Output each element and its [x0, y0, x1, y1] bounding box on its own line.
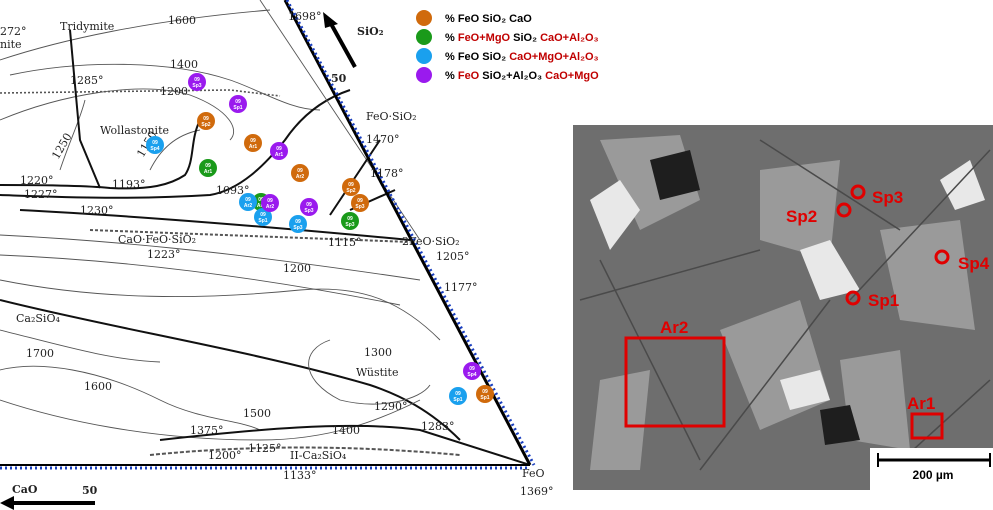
diagram-label: Wüstite — [356, 366, 398, 379]
diagram-label: 1600 — [168, 14, 196, 27]
micrograph-label: Sp4 — [958, 254, 990, 273]
diagram-label: 50 — [82, 484, 98, 497]
diagram-label: 2FeO·SiO₂ — [402, 235, 460, 248]
diagram-label: 1200 — [283, 262, 311, 275]
point-label: Ar2 — [296, 174, 305, 180]
diagram-label: 1115° — [328, 236, 362, 249]
point-label: Ar1 — [249, 144, 258, 150]
point-label: Sp1 — [233, 105, 242, 111]
diagram-label: 1205° — [436, 250, 470, 263]
micrograph-label: Ar1 — [907, 394, 935, 413]
diagram-label: 1400 — [170, 58, 198, 71]
diagram-label: 1178° — [370, 167, 404, 180]
point-label: Sp3 — [345, 222, 354, 228]
legend-part: CaO+Al₂O₃ — [540, 32, 599, 44]
point-label: Sp4 — [150, 146, 159, 152]
diagram-label: CaO·FeO·SiO₂ — [118, 233, 196, 246]
diagram-label: 1500 — [243, 407, 271, 420]
diagram-label: CaO — [12, 483, 38, 496]
diagram-label: 1230° — [80, 204, 114, 217]
diagram-label: 1698° — [288, 10, 322, 23]
diagram-labels: 160014001200Tridymite272°nite1285°Wollas… — [0, 10, 554, 498]
diagram-label: 1193° — [112, 178, 146, 191]
legend-entry: % FeO+MgO SiO₂ CaO+Al₂O₃ — [445, 32, 599, 44]
point-label: Ar2 — [244, 203, 253, 209]
point-label: Ar1 — [275, 152, 284, 158]
legend-marker — [416, 48, 432, 64]
legend-part: % FeO SiO₂ CaO — [445, 13, 532, 25]
diagram-label: 1200° — [208, 449, 242, 462]
legend-part: % FeO SiO₂ — [445, 51, 509, 63]
diagram-label: 1700 — [26, 347, 54, 360]
legend-entry: % FeO SiO₂ CaO+MgO+Al₂O₃ — [445, 51, 599, 63]
legend-part: FeO — [458, 70, 480, 82]
diagram-label: 1200 — [160, 85, 188, 98]
legend-part: SiO₂ — [510, 32, 540, 44]
figure: 160014001200Tridymite272°nite1285°Wollas… — [0, 0, 993, 510]
diagram-label: 1223° — [147, 248, 181, 261]
point-label: Ar1 — [204, 169, 213, 175]
diagram-label: II-Ca₂SiO₄ — [290, 449, 347, 462]
diagram-label: 1290° — [374, 400, 408, 413]
diagram-label: 1283° — [421, 420, 455, 433]
micrograph-label: Sp1 — [868, 291, 899, 310]
diagram-label: 1220° — [20, 174, 54, 187]
legend-part: CaO+MgO+Al₂O₃ — [509, 51, 598, 63]
point-label: Sp1 — [453, 397, 462, 403]
diagram-label: FeO·SiO₂ — [366, 110, 417, 123]
micrograph-label: Ar2 — [660, 318, 688, 337]
diagram-label: 1125° — [248, 442, 282, 455]
point-label: Sp3 — [192, 83, 201, 89]
point-label: Sp1 — [480, 395, 489, 401]
micrograph — [573, 125, 993, 490]
point-label: Sp3 — [355, 204, 364, 210]
diagram-label: 1369° — [520, 485, 554, 498]
diagram-label: 272° — [0, 25, 27, 38]
diagram-label: 1133° — [283, 469, 317, 482]
diagram-label: 1227° — [24, 188, 58, 201]
diagram-label: 1375° — [190, 424, 224, 437]
diagram-label: Tridymite — [60, 20, 114, 33]
diagram-label: 1285° — [70, 74, 104, 87]
legend-marker — [416, 29, 432, 45]
diagram-label: FeO — [522, 467, 545, 480]
point-label: Sp2 — [201, 122, 210, 128]
legend-part: % — [445, 70, 458, 82]
diagram-label: SiO₂ — [357, 25, 384, 38]
diagram-label: 1250 — [49, 131, 74, 162]
diagram-label: 1470° — [366, 133, 400, 146]
point-label: Sp1 — [258, 218, 267, 224]
point-label: Sp2 — [346, 188, 355, 194]
diagram-label: 50 — [331, 72, 347, 85]
legend-entry: % FeO SiO₂+Al₂O₃ CaO+MgO — [445, 70, 599, 82]
point-label: Ar2 — [266, 204, 275, 210]
point-label: Sp3 — [304, 208, 313, 214]
legend: % FeO SiO₂ CaO% FeO+MgO SiO₂ CaO+Al₂O₃% … — [416, 10, 599, 83]
point-label: Sp4 — [467, 372, 476, 378]
diagram-label: 1177° — [444, 281, 478, 294]
micrograph-label: Sp3 — [872, 188, 903, 207]
legend-marker — [416, 67, 432, 83]
legend-part: FeO+MgO — [458, 32, 511, 44]
point-label: Sp3 — [293, 225, 302, 231]
scale-bar-label: 200 µm — [913, 468, 954, 482]
diagram-label: Ca₂SiO₄ — [16, 312, 60, 325]
legend-marker — [416, 10, 432, 26]
diagram-label: nite — [0, 38, 22, 51]
diagram-label: 1600 — [84, 380, 112, 393]
diagram-label: 1300 — [364, 346, 392, 359]
legend-part: % — [445, 32, 458, 44]
micrograph-label: Sp2 — [786, 207, 817, 226]
legend-entry: % FeO SiO₂ CaO — [445, 13, 532, 25]
legend-part: SiO₂+Al₂O₃ — [479, 70, 545, 82]
legend-part: CaO+MgO — [545, 70, 599, 82]
diagram-label: 1400 — [332, 424, 360, 437]
